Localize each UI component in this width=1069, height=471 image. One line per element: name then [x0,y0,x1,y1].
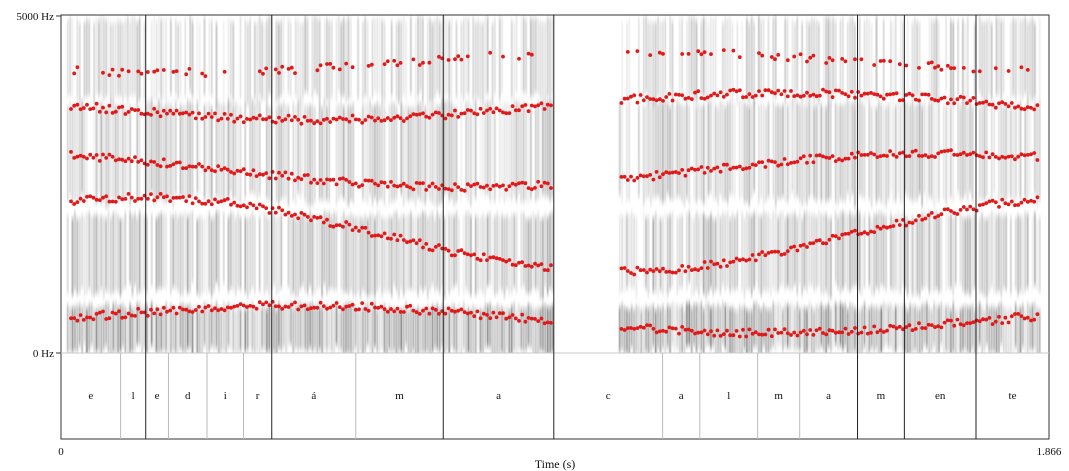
spectrogram-panel [61,15,1049,353]
phone-tier: e l e d i r á m a c a l m a m en te [88,390,1016,402]
plot-frame [60,14,1050,440]
phone-label: e [155,390,160,402]
x-axis-end-label: 1.866 [1037,446,1062,458]
phone-label: a [679,390,684,402]
phone-label: m [877,390,886,402]
phone-label: r [256,390,260,402]
x-axis-title: Time (s) [535,457,576,471]
phone-label: e [88,390,93,402]
phone-label: m [774,390,783,402]
formant-tracks [69,48,1040,339]
phone-label: a [826,390,831,402]
y-axis-bottom-label: 0 Hz [33,348,54,360]
phone-label: c [606,390,611,402]
phone-label: a [496,390,501,402]
phone-label: i [224,390,227,402]
phone-label: d [185,390,191,402]
phone-label: á [311,390,316,402]
phone-label: m [395,390,404,402]
x-axis-start-label: 0 [58,446,64,458]
y-axis-top-label: 5000 Hz [16,11,54,23]
phone-label: l [132,390,135,402]
phone-label: en [935,390,946,402]
phone-boundaries [120,15,977,439]
phone-label: te [1009,390,1017,402]
phone-label: l [727,390,730,402]
